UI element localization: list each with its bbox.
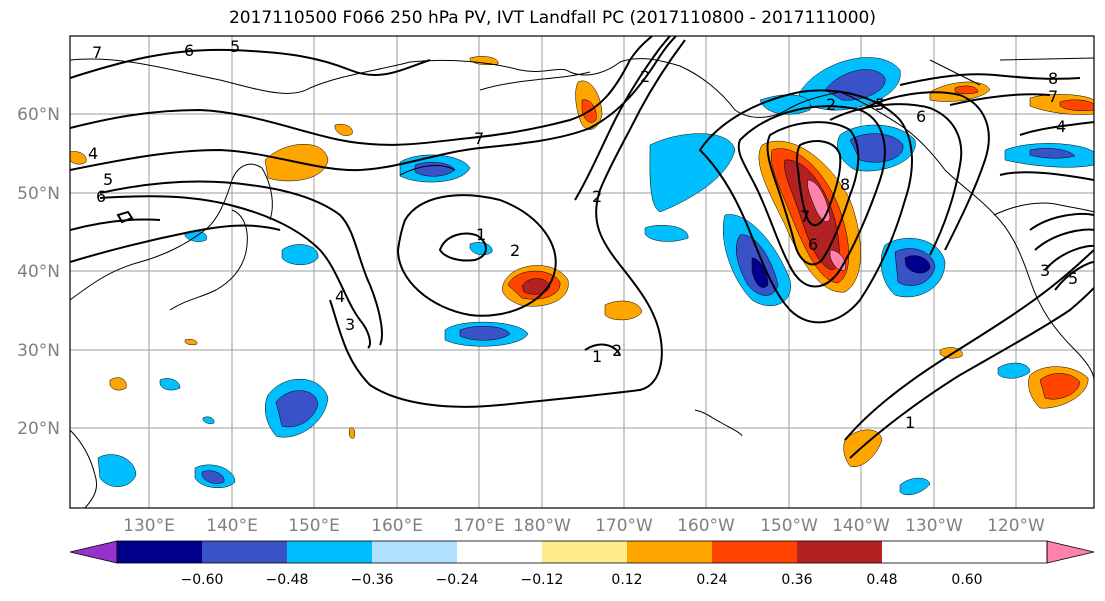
contour-label: 5	[1068, 269, 1078, 288]
colorbar-left-extension	[69, 540, 118, 564]
contour-label: 7	[92, 43, 102, 62]
contour-label: 7	[1048, 87, 1058, 106]
colorbar: −0.60 −0.48 −0.36 −0.24 −0.12 0.12 0.24 …	[69, 540, 1095, 588]
lat-label: 30°N	[17, 341, 60, 361]
lon-label: 180°W	[513, 516, 571, 536]
contour-label: 2	[826, 95, 836, 114]
colorbar-bin	[712, 541, 797, 563]
colorbar-bin	[287, 541, 372, 563]
colorbar-bin	[542, 541, 627, 563]
contour-label: 6	[96, 187, 106, 206]
contour-label: 6	[808, 235, 818, 254]
colorbar-right-extension	[1046, 540, 1095, 564]
colorbar-tick-label: −0.60	[181, 572, 224, 588]
map-title: 2017110500 F066 250 hPa PV, IVT Landfall…	[228, 8, 876, 28]
contour-label: 2	[510, 241, 520, 260]
contour-label: 8	[840, 175, 850, 194]
lon-label: 170°E	[453, 516, 505, 536]
contour-label: 3	[1040, 261, 1050, 280]
contour-label: 6	[184, 41, 194, 60]
latitude-labels: 60°N 50°N 40°N 30°N 20°N	[17, 105, 60, 439]
colorbar-bin	[372, 541, 457, 563]
colorbar-tick-label: 0.60	[951, 572, 982, 588]
contour-label: 5	[230, 37, 240, 56]
contour-label: 5	[875, 95, 885, 114]
contour-labels: 7 6 5 4 5 6 7 2 1 2 4 3 2 1 2 7 6 8 2 5 …	[88, 37, 1078, 432]
colorbar-tick-label: 0.24	[696, 572, 727, 588]
lon-label: 150°W	[760, 516, 818, 536]
colorbar-bin	[797, 541, 882, 563]
colorbar-tick-label: 0.36	[781, 572, 812, 588]
lon-label: 130°W	[905, 516, 963, 536]
contour-label: 1	[592, 347, 602, 366]
lon-label: 150°E	[288, 516, 340, 536]
colorbar-tick-label: 0.48	[866, 572, 897, 588]
contour-label: 2	[612, 341, 622, 360]
contour-label: 4	[88, 144, 98, 163]
lon-label: 140°E	[206, 516, 258, 536]
contour-label: 1	[476, 225, 486, 244]
contour-label: 2	[592, 187, 602, 206]
lat-label: 50°N	[17, 184, 60, 204]
lat-label: 40°N	[17, 262, 60, 282]
lat-label: 60°N	[17, 105, 60, 125]
colorbar-tick-label: −0.48	[266, 572, 309, 588]
colorbar-outline	[116, 540, 1048, 564]
colorbar-tick-label: −0.36	[351, 572, 394, 588]
lon-label: 170°W	[595, 516, 653, 536]
contour-label: 3	[345, 315, 355, 334]
contour-label: 7	[800, 207, 810, 226]
lon-label: 120°W	[987, 516, 1045, 536]
pv-contours	[70, 36, 1094, 459]
contour-label: 4	[1056, 117, 1066, 136]
contour-label: 7	[474, 129, 484, 148]
contour-label: 1	[905, 413, 915, 432]
colorbar-tick-label: 0.12	[611, 572, 642, 588]
contour-label: 6	[916, 107, 926, 126]
contour-label: 2	[640, 67, 650, 86]
lon-label: 140°W	[832, 516, 890, 536]
colorbar-bin	[627, 541, 712, 563]
colorbar-bin	[202, 541, 287, 563]
lon-label: 130°E	[123, 516, 175, 536]
colorbar-tick-label: −0.24	[436, 572, 479, 588]
contour-label: 5	[103, 170, 113, 189]
contour-label: 8	[1048, 69, 1058, 88]
lon-label: 160°E	[371, 516, 423, 536]
colorbar-bin	[117, 541, 202, 563]
map-border	[69, 35, 1095, 509]
coastlines	[70, 57, 1094, 508]
longitude-labels: 130°E 140°E 150°E 160°E 170°E 180°W 170°…	[123, 516, 1045, 536]
contour-label: 4	[335, 287, 345, 306]
lon-label: 160°W	[677, 516, 735, 536]
lat-label: 20°N	[17, 419, 60, 439]
colorbar-tick-label: −0.12	[521, 572, 564, 588]
shaded-field	[70, 56, 1094, 495]
colorbar-bin	[457, 541, 542, 563]
